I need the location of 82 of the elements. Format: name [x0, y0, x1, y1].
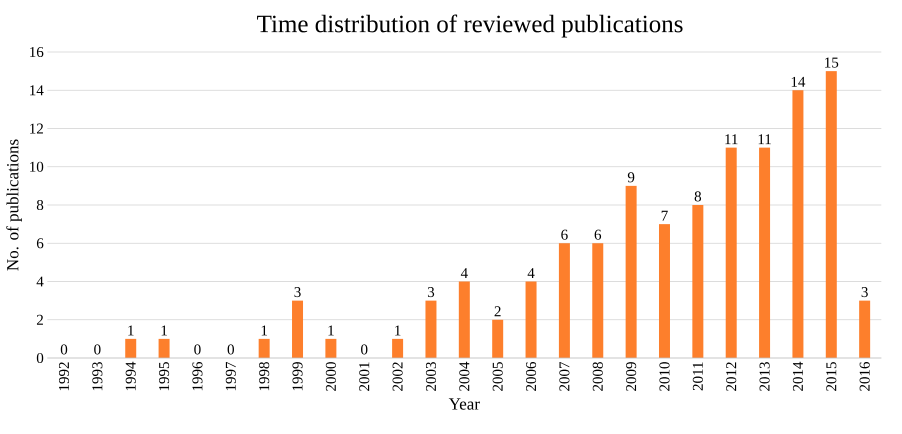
data-label: 3: [862, 287, 868, 298]
x-tick-label: 2001: [359, 362, 370, 391]
bar: [626, 186, 637, 358]
bar: [558, 243, 570, 358]
data-label: 6: [594, 230, 602, 240]
data-label: 1: [328, 325, 334, 336]
bar: [492, 320, 504, 358]
y-tick-label: 4: [36, 276, 44, 286]
x-tick-label: 2000: [326, 362, 336, 391]
data-label: 1: [128, 325, 134, 336]
y-tick-label: 10: [30, 162, 44, 172]
y-tick-label: 12: [30, 124, 43, 134]
bar: [425, 300, 436, 358]
data-label: 8: [694, 191, 702, 202]
y-tick-label: 2: [36, 314, 43, 325]
data-label: 2: [494, 306, 501, 316]
x-tick-label: 1999: [292, 362, 303, 390]
data-label: 1: [162, 325, 167, 336]
bar: [325, 338, 336, 358]
data-label: 11: [725, 134, 738, 144]
y-tick-label: 0: [36, 352, 44, 364]
data-label: 4: [528, 268, 535, 278]
data-label: 6: [561, 230, 568, 240]
bar: [859, 300, 870, 358]
data-label: 0: [94, 344, 101, 354]
x-tick-label: 1995: [159, 362, 170, 390]
chart-title: Time distribution of reviewed publications: [257, 14, 683, 38]
x-tick-label: 2003: [426, 362, 436, 391]
x-tick-label: 2007: [559, 362, 570, 391]
x-tick-label: 2013: [760, 362, 770, 391]
data-label: 15: [825, 58, 838, 68]
bar: [726, 148, 737, 358]
x-tick-label: 2016: [860, 362, 870, 391]
x-tick-label: 2014: [792, 362, 803, 391]
data-label: 0: [228, 344, 234, 354]
y-axis-title: No. of publications: [6, 140, 22, 271]
x-tick-label: 2009: [626, 362, 636, 391]
y-tick-label: 16: [30, 46, 44, 58]
x-tick-label: 1998: [259, 362, 270, 390]
bar: [592, 243, 604, 358]
x-tick-label: 1997: [226, 362, 236, 390]
bar: [458, 282, 470, 358]
bar: [826, 71, 837, 358]
y-tick-label: 8: [36, 200, 44, 210]
x-tick-label: 2004: [459, 362, 470, 391]
data-label: 11: [758, 134, 771, 144]
x-tick-label: 2005: [492, 362, 503, 391]
data-label: 0: [361, 344, 368, 354]
data-label: 3: [428, 287, 434, 298]
y-tick-label: 14: [30, 85, 44, 96]
bar: [125, 338, 136, 358]
data-label: 7: [662, 210, 668, 221]
data-label: 4: [460, 268, 468, 278]
bar: [792, 90, 804, 358]
x-tick-label: 2008: [592, 362, 603, 391]
data-label: 9: [628, 172, 634, 182]
x-axis-title: Year: [448, 398, 480, 410]
bar: [392, 338, 404, 358]
x-tick-label: 2006: [526, 362, 536, 391]
data-label: 1: [395, 325, 400, 336]
x-tick-label: 1996: [192, 362, 202, 390]
x-tick-label: 2015: [826, 362, 836, 391]
x-tick-label: 2010: [659, 362, 670, 391]
bar: [759, 148, 770, 358]
x-tick-label: 2011: [692, 362, 703, 390]
x-tick-label: 1992: [58, 362, 70, 390]
data-label: 3: [294, 287, 301, 298]
bar: [658, 224, 670, 358]
x-tick-label: 2002: [392, 362, 403, 391]
x-tick-label: 2012: [726, 362, 736, 391]
data-label: 1: [262, 325, 268, 336]
bar: [258, 338, 270, 358]
data-label: 0: [60, 344, 68, 354]
x-tick-label: 1993: [92, 362, 102, 390]
bar: [692, 205, 704, 358]
y-tick-label: 6: [36, 238, 44, 248]
bar: [158, 338, 170, 358]
bar: [526, 282, 537, 358]
data-label: 14: [792, 76, 806, 87]
x-tick-label: 1994: [126, 362, 136, 390]
bar: [292, 300, 304, 358]
data-label: 0: [194, 344, 201, 354]
